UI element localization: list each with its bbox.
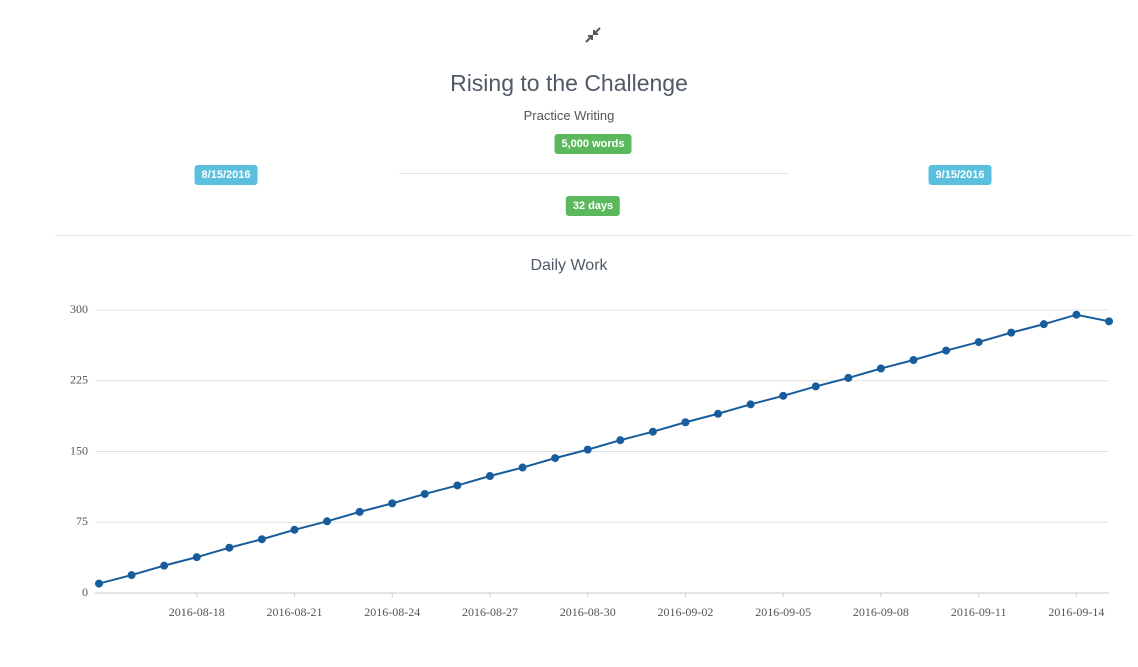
goal-subtitle: Practice Writing — [523, 108, 615, 123]
end-date-badge: 9/15/2016 — [928, 165, 992, 185]
data-point — [909, 355, 918, 364]
timeline — [399, 173, 789, 174]
x-tick-label: 2016-09-14 — [1048, 605, 1104, 619]
data-point — [453, 481, 462, 490]
data-point — [551, 454, 560, 463]
data-point — [1105, 317, 1113, 326]
x-tick-label: 2016-08-27 — [462, 605, 518, 619]
data-point — [876, 364, 885, 373]
data-point — [1039, 320, 1048, 329]
data-point — [290, 525, 299, 534]
data-point — [225, 543, 234, 552]
data-point — [257, 535, 266, 544]
x-tick-label: 2016-08-21 — [266, 605, 322, 619]
data-point — [974, 338, 983, 347]
y-tick-label: 225 — [70, 373, 88, 387]
data-point — [746, 400, 755, 409]
y-tick-label: 0 — [82, 585, 88, 599]
x-tick-label: 2016-09-08 — [853, 605, 909, 619]
y-tick-label: 300 — [70, 302, 88, 316]
data-point — [485, 472, 494, 481]
data-point — [779, 391, 788, 400]
x-tick-label: 2016-09-05 — [755, 605, 811, 619]
goal-badge: 5,000 words — [554, 134, 632, 154]
chart-title: Daily Work — [530, 257, 608, 274]
data-point — [616, 436, 625, 445]
collapse-icon[interactable] — [585, 27, 601, 43]
data-point — [323, 517, 332, 526]
data-point — [420, 489, 429, 498]
data-point — [1007, 328, 1016, 337]
data-point — [518, 463, 527, 472]
data-point — [648, 427, 657, 436]
data-point — [160, 561, 169, 570]
x-tick-label: 2016-08-18 — [169, 605, 225, 619]
data-point — [583, 445, 592, 454]
x-tick-label: 2016-08-24 — [364, 605, 420, 619]
duration-badge: 32 days — [565, 196, 621, 216]
data-line — [98, 313, 1110, 585]
divider — [55, 235, 1133, 236]
start-date-badge: 8/15/2016 — [194, 165, 258, 185]
x-tick-label: 2016-09-02 — [657, 605, 713, 619]
data-point — [1072, 310, 1081, 319]
data-point — [942, 346, 951, 355]
data-point — [844, 373, 853, 382]
data-point — [192, 553, 201, 562]
data-point — [714, 409, 723, 418]
data-point — [355, 507, 364, 516]
data-point — [127, 571, 136, 580]
data-point — [681, 418, 690, 427]
data-point — [95, 579, 103, 588]
data-point — [388, 499, 397, 508]
y-tick-label: 75 — [76, 514, 88, 528]
x-tick-label: 2016-09-11 — [951, 605, 1007, 619]
goal-title: Rising to the Challenge — [450, 70, 688, 96]
y-tick-label: 150 — [70, 443, 88, 457]
data-point — [811, 382, 820, 391]
x-tick-label: 2016-08-30 — [560, 605, 616, 619]
